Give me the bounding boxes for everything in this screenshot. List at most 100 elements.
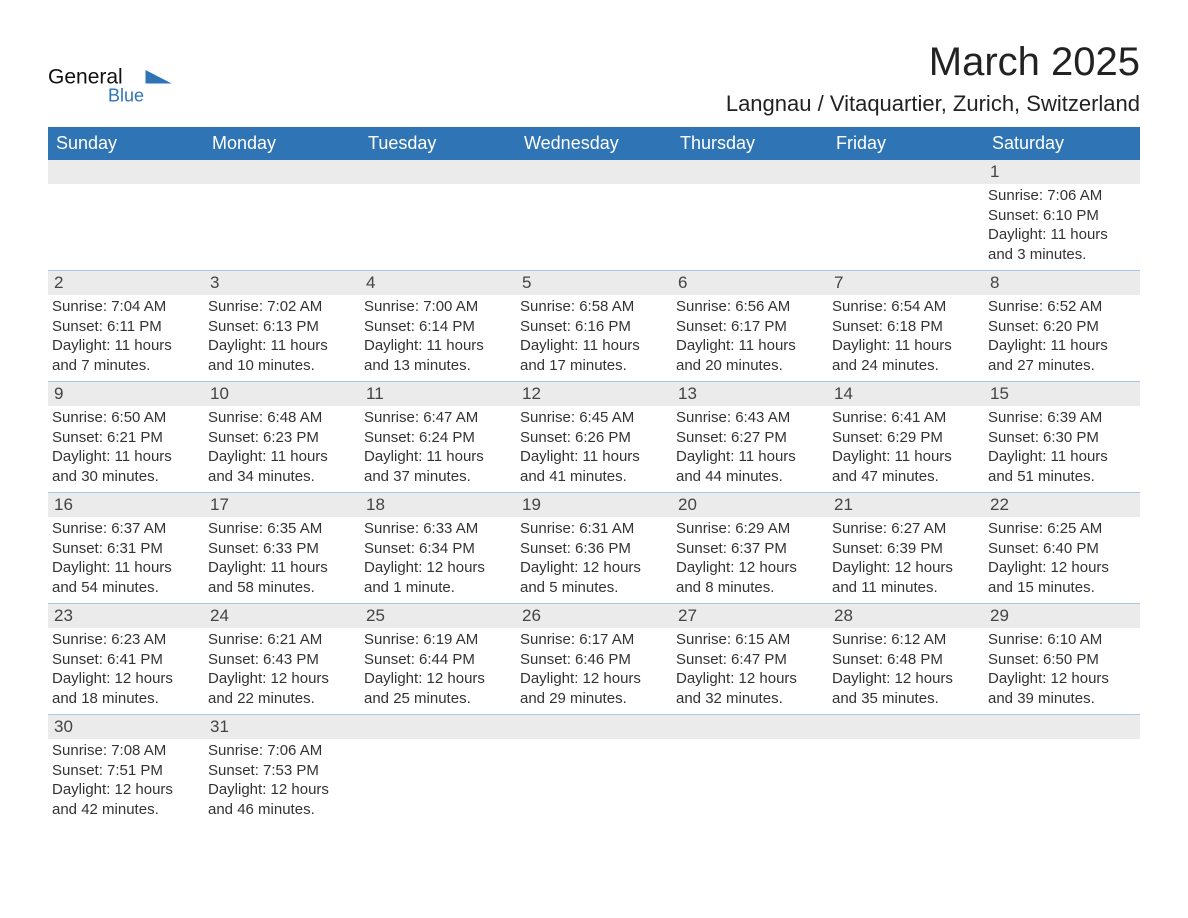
sunset-text: Sunset: 6:23 PM: [208, 428, 356, 448]
day-number: 10: [204, 382, 360, 406]
day-cell: 5Sunrise: 6:58 AMSunset: 6:16 PMDaylight…: [516, 271, 672, 381]
daylight-text: Daylight: 11 hours and 34 minutes.: [208, 447, 356, 486]
day-cell: 1Sunrise: 7:06 AMSunset: 6:10 PMDaylight…: [984, 160, 1140, 270]
daylight-text: Daylight: 11 hours and 37 minutes.: [364, 447, 512, 486]
sunset-text: Sunset: 6:48 PM: [832, 650, 980, 670]
sunset-text: Sunset: 6:20 PM: [988, 317, 1136, 337]
day-number: 5: [516, 271, 672, 295]
daylight-text: Daylight: 12 hours and 22 minutes.: [208, 669, 356, 708]
day-number: [828, 160, 984, 184]
day-number: 20: [672, 493, 828, 517]
daylight-text: Daylight: 11 hours and 20 minutes.: [676, 336, 824, 375]
weekday-header: Tuesday: [360, 127, 516, 160]
daylight-text: Daylight: 11 hours and 7 minutes.: [52, 336, 200, 375]
day-number: 1: [984, 160, 1140, 184]
sunrise-text: Sunrise: 7:08 AM: [52, 741, 200, 761]
week-row: 16Sunrise: 6:37 AMSunset: 6:31 PMDayligh…: [48, 492, 1140, 603]
daylight-text: Daylight: 12 hours and 5 minutes.: [520, 558, 668, 597]
daylight-text: Daylight: 11 hours and 41 minutes.: [520, 447, 668, 486]
day-number: [204, 160, 360, 184]
sunrise-text: Sunrise: 6:56 AM: [676, 297, 824, 317]
sunset-text: Sunset: 6:16 PM: [520, 317, 668, 337]
day-cell: 24Sunrise: 6:21 AMSunset: 6:43 PMDayligh…: [204, 604, 360, 714]
sunset-text: Sunset: 6:29 PM: [832, 428, 980, 448]
day-cell: 8Sunrise: 6:52 AMSunset: 6:20 PMDaylight…: [984, 271, 1140, 381]
day-number: [828, 715, 984, 739]
day-cell: 15Sunrise: 6:39 AMSunset: 6:30 PMDayligh…: [984, 382, 1140, 492]
day-cell: 4Sunrise: 7:00 AMSunset: 6:14 PMDaylight…: [360, 271, 516, 381]
weekday-header: Wednesday: [516, 127, 672, 160]
weekday-header: Monday: [204, 127, 360, 160]
daylight-text: Daylight: 12 hours and 46 minutes.: [208, 780, 356, 819]
day-details: Sunrise: 6:33 AMSunset: 6:34 PMDaylight:…: [360, 517, 516, 603]
sunset-text: Sunset: 6:43 PM: [208, 650, 356, 670]
sunrise-text: Sunrise: 7:02 AM: [208, 297, 356, 317]
sunset-text: Sunset: 6:46 PM: [520, 650, 668, 670]
sunset-text: Sunset: 6:11 PM: [52, 317, 200, 337]
day-number: [48, 160, 204, 184]
day-details: Sunrise: 6:12 AMSunset: 6:48 PMDaylight:…: [828, 628, 984, 714]
sunset-text: Sunset: 6:27 PM: [676, 428, 824, 448]
day-number: 31: [204, 715, 360, 739]
day-number: 25: [360, 604, 516, 628]
day-details: Sunrise: 6:45 AMSunset: 6:26 PMDaylight:…: [516, 406, 672, 492]
daylight-text: Daylight: 11 hours and 30 minutes.: [52, 447, 200, 486]
day-details: Sunrise: 6:21 AMSunset: 6:43 PMDaylight:…: [204, 628, 360, 714]
generalblue-logo-icon: General Blue: [48, 60, 198, 110]
empty-day-cell: [828, 715, 984, 825]
day-number: 16: [48, 493, 204, 517]
day-details: Sunrise: 6:15 AMSunset: 6:47 PMDaylight:…: [672, 628, 828, 714]
sunset-text: Sunset: 6:40 PM: [988, 539, 1136, 559]
sunrise-text: Sunrise: 6:27 AM: [832, 519, 980, 539]
daylight-text: Daylight: 12 hours and 42 minutes.: [52, 780, 200, 819]
day-details: Sunrise: 6:37 AMSunset: 6:31 PMDaylight:…: [48, 517, 204, 603]
sunrise-text: Sunrise: 6:50 AM: [52, 408, 200, 428]
day-cell: 26Sunrise: 6:17 AMSunset: 6:46 PMDayligh…: [516, 604, 672, 714]
day-number: 11: [360, 382, 516, 406]
day-details: Sunrise: 6:39 AMSunset: 6:30 PMDaylight:…: [984, 406, 1140, 492]
location-subtitle: Langnau / Vitaquartier, Zurich, Switzerl…: [726, 91, 1140, 117]
day-details: Sunrise: 7:04 AMSunset: 6:11 PMDaylight:…: [48, 295, 204, 381]
sunset-text: Sunset: 6:37 PM: [676, 539, 824, 559]
day-number: 30: [48, 715, 204, 739]
day-cell: 20Sunrise: 6:29 AMSunset: 6:37 PMDayligh…: [672, 493, 828, 603]
day-details: Sunrise: 6:31 AMSunset: 6:36 PMDaylight:…: [516, 517, 672, 603]
day-cell: 30Sunrise: 7:08 AMSunset: 7:51 PMDayligh…: [48, 715, 204, 825]
weekday-header: Saturday: [984, 127, 1140, 160]
daylight-text: Daylight: 12 hours and 35 minutes.: [832, 669, 980, 708]
day-cell: 18Sunrise: 6:33 AMSunset: 6:34 PMDayligh…: [360, 493, 516, 603]
day-number: 12: [516, 382, 672, 406]
day-details: Sunrise: 6:58 AMSunset: 6:16 PMDaylight:…: [516, 295, 672, 381]
daylight-text: Daylight: 12 hours and 18 minutes.: [52, 669, 200, 708]
day-details: Sunrise: 6:29 AMSunset: 6:37 PMDaylight:…: [672, 517, 828, 603]
daylight-text: Daylight: 12 hours and 39 minutes.: [988, 669, 1136, 708]
week-row: 9Sunrise: 6:50 AMSunset: 6:21 PMDaylight…: [48, 381, 1140, 492]
day-cell: 28Sunrise: 6:12 AMSunset: 6:48 PMDayligh…: [828, 604, 984, 714]
sunset-text: Sunset: 6:13 PM: [208, 317, 356, 337]
day-details: [828, 739, 984, 747]
empty-day-cell: [984, 715, 1140, 825]
sunset-text: Sunset: 6:24 PM: [364, 428, 512, 448]
day-details: Sunrise: 6:56 AMSunset: 6:17 PMDaylight:…: [672, 295, 828, 381]
day-number: [984, 715, 1140, 739]
sunrise-text: Sunrise: 6:45 AM: [520, 408, 668, 428]
sunrise-text: Sunrise: 6:31 AM: [520, 519, 668, 539]
calendar: SundayMondayTuesdayWednesdayThursdayFrid…: [48, 127, 1140, 825]
sunset-text: Sunset: 6:44 PM: [364, 650, 512, 670]
day-cell: 9Sunrise: 6:50 AMSunset: 6:21 PMDaylight…: [48, 382, 204, 492]
day-details: Sunrise: 6:43 AMSunset: 6:27 PMDaylight:…: [672, 406, 828, 492]
sunset-text: Sunset: 7:53 PM: [208, 761, 356, 781]
day-number: [516, 715, 672, 739]
day-number: 18: [360, 493, 516, 517]
sunrise-text: Sunrise: 6:19 AM: [364, 630, 512, 650]
day-details: Sunrise: 6:17 AMSunset: 6:46 PMDaylight:…: [516, 628, 672, 714]
sunset-text: Sunset: 7:51 PM: [52, 761, 200, 781]
sunrise-text: Sunrise: 6:23 AM: [52, 630, 200, 650]
day-cell: 22Sunrise: 6:25 AMSunset: 6:40 PMDayligh…: [984, 493, 1140, 603]
day-number: 22: [984, 493, 1140, 517]
day-details: Sunrise: 6:54 AMSunset: 6:18 PMDaylight:…: [828, 295, 984, 381]
empty-day-cell: [672, 160, 828, 270]
sunrise-text: Sunrise: 6:54 AM: [832, 297, 980, 317]
day-details: [984, 739, 1140, 747]
daylight-text: Daylight: 12 hours and 8 minutes.: [676, 558, 824, 597]
